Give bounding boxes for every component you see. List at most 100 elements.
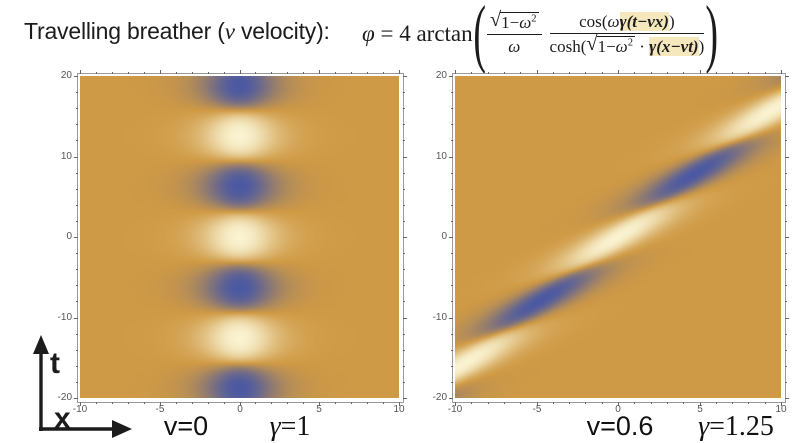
y-tick: [785, 285, 787, 286]
y-tick-label: 0: [441, 231, 447, 242]
fraction-numerator: √ 1−ω2: [487, 8, 542, 34]
x-tick: [504, 72, 505, 74]
x-tick: [399, 402, 400, 406]
y-tick: [403, 124, 405, 125]
y-tick: [451, 108, 453, 109]
x-tick-label: 10: [393, 404, 405, 415]
fraction-denominator: cosh(√ 1−ω2 · γ(x−vt)): [550, 32, 705, 57]
x-tick: [144, 72, 145, 74]
y-tick: [785, 334, 787, 335]
x-tick: [303, 402, 304, 404]
caption-velocity-left: v=0: [163, 411, 209, 441]
x-tick: [287, 72, 288, 74]
x-tick: [351, 402, 352, 404]
math-token: 2: [627, 36, 633, 48]
y-tick: [403, 108, 405, 109]
y-tick: [785, 269, 787, 270]
x-tick: [96, 72, 97, 74]
fraction-bar: [486, 33, 542, 35]
radicand: 1−ω2: [500, 11, 539, 33]
x-tick: [255, 72, 256, 74]
y-tick: [451, 269, 453, 270]
x-tick: [271, 72, 272, 74]
math-token: Travelling breather (: [24, 18, 225, 44]
math-token: =1: [280, 411, 311, 442]
math-token: ): [698, 36, 705, 56]
y-tick: [76, 173, 78, 174]
x-tick: [319, 70, 320, 74]
x-tick: [240, 70, 241, 74]
y-tick: [451, 334, 453, 335]
y-tick: [451, 253, 453, 254]
math-token: ω: [508, 36, 521, 56]
x-tick: [192, 72, 193, 74]
radical-sign: √: [489, 8, 502, 31]
t-axis-label: t: [50, 347, 60, 380]
y-tick: [403, 398, 407, 399]
radical-sign: √: [586, 32, 598, 55]
x-tick: [781, 70, 782, 74]
x-tick: [504, 402, 505, 404]
math-token: ·: [634, 36, 650, 56]
y-tick: [451, 221, 453, 222]
y-tick: [76, 253, 78, 254]
axes-indicator: [33, 335, 132, 438]
x-tick: [683, 72, 684, 74]
x-tick: [683, 402, 684, 404]
x-tick: [602, 72, 603, 74]
y-tick-label: 20: [435, 70, 447, 81]
density-plot-travelling-breather: -10 -5 0 5 10 20 10 0 -10 -20: [433, 70, 789, 415]
square-root: √ 1−ω2: [489, 8, 539, 33]
y-tick-label: 10: [60, 151, 72, 162]
x-tick: [367, 72, 368, 74]
math-token: 1−: [597, 36, 616, 56]
math-token: γ(x−vt): [649, 36, 699, 56]
x-tick: [634, 72, 635, 74]
y-tick: [451, 366, 453, 367]
x-tick: [553, 402, 554, 404]
y-tick: [76, 108, 78, 109]
x-tick: [96, 402, 97, 404]
formula-lhs: φ = 4 arctan: [362, 21, 473, 47]
y-tick: [74, 157, 78, 158]
y-tick: [785, 108, 787, 109]
x-axis-label: x: [54, 402, 71, 435]
math-token: cos: [579, 11, 602, 31]
y-tick: [449, 318, 453, 319]
math-token: =1.25: [709, 411, 774, 442]
y-tick: [403, 253, 405, 254]
math-token: γ(t−vx): [619, 11, 669, 31]
x-tick: [144, 402, 145, 404]
y-tick: [74, 237, 78, 238]
x-tick: [569, 72, 570, 74]
density-plot-standing-breather: -10 -5 0 5 10 20 10 0 -10 -20: [58, 70, 407, 415]
y-tick: [74, 398, 78, 399]
x-tick: [569, 402, 570, 404]
math-token: ω: [615, 36, 628, 56]
x-tick-label: -5: [532, 404, 542, 415]
x-tick: [667, 402, 668, 404]
x-tick: [781, 402, 782, 406]
y-tick: [785, 350, 787, 351]
x-tick: [618, 70, 619, 74]
x-tick: [700, 70, 701, 74]
x-tick: [748, 402, 749, 404]
y-tick: [403, 189, 405, 190]
y-tick: [451, 173, 453, 174]
y-tick: [451, 382, 453, 383]
x-tick: [208, 72, 209, 74]
y-tick: [403, 382, 405, 383]
x-tick: [618, 402, 619, 406]
x-tick-label: 0: [237, 404, 243, 415]
y-tick: [76, 269, 78, 270]
y-tick: [785, 140, 787, 141]
y-tick: [451, 205, 453, 206]
x-tick: [520, 402, 521, 404]
slide-title: Travelling breather (v velocity):: [24, 18, 330, 45]
x-tick: [287, 402, 288, 404]
math-token: (: [601, 11, 608, 31]
y-tick: [403, 334, 405, 335]
x-tick: [112, 72, 113, 74]
math-token: 1−: [501, 12, 520, 32]
y-tick: [76, 205, 78, 206]
